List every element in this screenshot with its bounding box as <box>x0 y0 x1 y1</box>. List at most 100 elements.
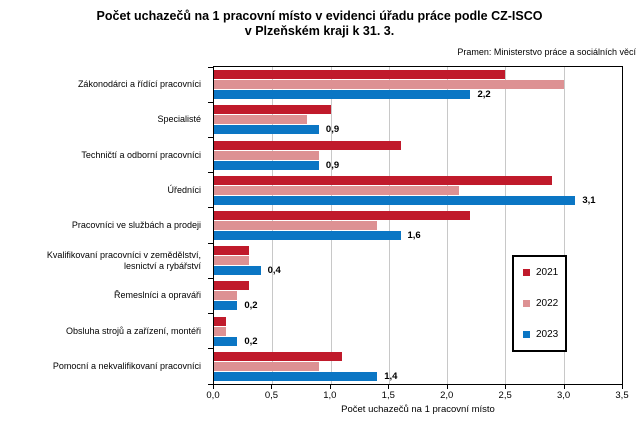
bar-group: 3,1 <box>214 173 622 208</box>
y-tick <box>208 67 213 68</box>
x-tick <box>271 385 273 389</box>
bar-2023 <box>214 160 319 170</box>
x-tick-label: 1,5 <box>381 390 395 401</box>
bar-2022 <box>214 256 249 266</box>
chart-title: Počet uchazečů na 1 pracovní místo v evi… <box>0 9 639 39</box>
bar-row-2022 <box>214 115 622 125</box>
bar-group: 1,4 <box>214 349 622 384</box>
bar-value-label: 0,9 <box>325 124 340 136</box>
x-tick <box>446 385 448 389</box>
bar-row-2022 <box>214 185 622 195</box>
bar-row-2023: 1,6 <box>214 231 622 240</box>
bar-2023 <box>214 195 576 205</box>
category-label: Úředníci <box>167 184 201 195</box>
x-tick <box>622 385 623 389</box>
bar-2021 <box>214 281 249 291</box>
category-axis-labels: Zákonodárci a řídící pracovníci Specialis… <box>2 66 207 385</box>
bar-row-2022 <box>214 361 622 371</box>
x-axis-title: Počet uchazečů na 1 pracovní místo <box>341 404 495 415</box>
chart-title-line2: v Plzeňském kraji k 31. 3. <box>244 24 395 38</box>
y-tick <box>208 137 213 138</box>
bar-group: 1,6 <box>214 208 622 243</box>
bar-row-2023: 0,9 <box>214 124 622 136</box>
bar-value-label: 1,6 <box>407 229 421 241</box>
y-tick <box>208 243 213 244</box>
bar-2021 <box>214 246 249 256</box>
x-tick <box>505 385 507 389</box>
bar-row-2021 <box>214 246 622 256</box>
bar-2023 <box>214 301 238 311</box>
x-tick-label: 2,5 <box>498 390 512 401</box>
category-label: Pracovníci ve službách a prodeji <box>71 219 201 230</box>
y-tick <box>208 278 213 279</box>
bar-row-2023: 0,4 <box>214 266 622 275</box>
y-tick <box>208 172 213 173</box>
bar-row-2023: 1,4 <box>214 372 622 381</box>
y-axis-ticks <box>208 66 213 385</box>
plot-area: 2,2 0,9 0,9 3,1 1,6 0,4 0,2 0,2 1,4 <box>213 66 623 385</box>
bar-row-2021 <box>214 210 622 220</box>
bar-group: 0,2 <box>214 278 622 313</box>
gridline <box>388 67 390 384</box>
bar-row-2021 <box>214 105 622 115</box>
bar-value-label: 0,2 <box>244 300 258 312</box>
category-label: Specialisté <box>157 114 201 125</box>
chart-title-line1: Počet uchazečů na 1 pracovní místo v evi… <box>96 9 543 23</box>
bar-2022 <box>214 115 308 125</box>
bar-row-2022 <box>214 220 622 230</box>
category-label: Zákonodárci a řídící pracovníci <box>77 79 201 90</box>
source-note: Pramen: Ministerstvo práce a sociálních … <box>457 47 636 57</box>
y-tick <box>208 384 213 385</box>
x-tick-label: 1,0 <box>323 390 337 401</box>
bar-group: 2,2 <box>214 67 622 102</box>
legend-swatch-2022 <box>523 300 530 307</box>
x-tick <box>563 385 565 389</box>
bar-group: 0,9 <box>214 102 622 137</box>
x-axis-tick-labels: 0,0 0,5 1,0 1,5 2,0 2,5 3,0 3,5 <box>206 390 628 402</box>
category-label: Techničtí a odborní pracovníci <box>81 149 201 160</box>
bar-row-2022 <box>214 256 622 266</box>
bar-row-2022 <box>214 291 622 301</box>
bar-2022 <box>214 150 319 160</box>
legend-label-2022: 2022 <box>536 298 559 309</box>
y-tick <box>208 207 213 208</box>
bar-2023 <box>214 90 471 100</box>
x-tick <box>329 385 331 389</box>
x-tick-label: 3,0 <box>556 390 571 401</box>
y-tick <box>208 348 213 349</box>
bar-group: 0,4 <box>214 243 622 278</box>
bar-value-label: 0,4 <box>267 265 281 277</box>
bar-row-2022 <box>214 326 622 336</box>
bar-value-label: 3,1 <box>582 194 596 206</box>
y-tick <box>208 102 213 103</box>
bar-2022 <box>214 361 319 371</box>
bar-row-2023: 3,1 <box>214 196 622 205</box>
bar-2021 <box>214 316 226 326</box>
bar-row-2022 <box>214 80 622 90</box>
legend-entry-2021: 2021 <box>523 267 565 278</box>
gridline <box>505 67 507 384</box>
bar-row-2022 <box>214 150 622 160</box>
x-tick-label: 0,0 <box>206 390 220 401</box>
bar-row-2023: 0,9 <box>214 159 622 171</box>
x-tick-label: 0,5 <box>264 390 279 401</box>
bar-row-2021 <box>214 175 622 185</box>
bar-2022 <box>214 220 378 230</box>
bar-2021 <box>214 140 401 150</box>
x-tick <box>213 385 214 389</box>
bar-2022 <box>214 80 564 90</box>
legend-entry-2023: 2023 <box>523 329 565 340</box>
bar-value-label: 0,9 <box>325 159 340 171</box>
bar-2022 <box>214 326 226 336</box>
category-label: Kvalifikovaní pracovníci v zemědělství, … <box>46 249 201 271</box>
bar-row-2021 <box>214 316 622 326</box>
bar-row-2023: 0,2 <box>214 336 622 346</box>
x-axis-ticks <box>213 385 623 389</box>
bar-row-2023: 0,2 <box>214 300 622 312</box>
bar-row-2023: 2,2 <box>214 90 622 99</box>
bar-2023 <box>214 266 261 276</box>
bar-value-label: 1,4 <box>384 370 398 382</box>
legend-entry-2022: 2022 <box>523 298 565 309</box>
bar-group: 0,9 <box>214 137 622 172</box>
